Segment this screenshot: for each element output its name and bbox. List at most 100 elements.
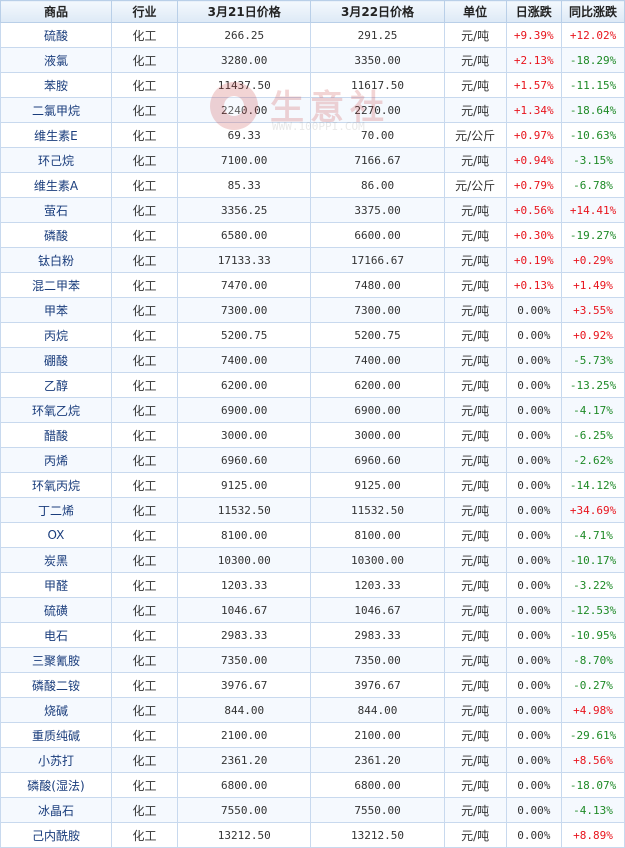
table-row[interactable]: 甲醛 化工 1203.33 1203.33 元/吨 0.00% -3.22% <box>0 572 625 598</box>
commodity-name[interactable]: 二氯甲烷 <box>0 97 112 123</box>
commodity-name[interactable]: 甲苯 <box>0 297 112 323</box>
commodity-name[interactable]: 冰晶石 <box>0 797 112 823</box>
unit-cell: 元/吨 <box>443 72 507 98</box>
commodity-name[interactable]: 磷酸二铵 <box>0 672 112 698</box>
daily-change-cell: 0.00% <box>505 672 563 698</box>
unit-cell: 元/吨 <box>443 597 507 623</box>
industry-cell: 化工 <box>110 697 179 723</box>
commodity-name[interactable]: 环己烷 <box>0 147 112 173</box>
commodity-name[interactable]: 苯胺 <box>0 72 112 98</box>
table-row[interactable]: 丙烷 化工 5200.75 5200.75 元/吨 0.00% +0.92% <box>0 322 625 348</box>
yoy-change-cell: -14.12% <box>561 472 625 498</box>
table-row[interactable]: 炭黑 化工 10300.00 10300.00 元/吨 0.00% -10.17% <box>0 547 625 573</box>
commodity-name[interactable]: 硼酸 <box>0 347 112 373</box>
header-commodity[interactable]: 商品 <box>0 0 112 23</box>
table-row[interactable]: 乙醇 化工 6200.00 6200.00 元/吨 0.00% -13.25% <box>0 372 625 398</box>
price-mar21-cell: 17133.33 <box>177 247 312 273</box>
header-daily-change[interactable]: 日涨跌 <box>505 0 563 23</box>
table-row[interactable]: 电石 化工 2983.33 2983.33 元/吨 0.00% -10.95% <box>0 622 625 648</box>
daily-change-cell: 0.00% <box>505 397 563 423</box>
unit-cell: 元/吨 <box>443 572 507 598</box>
commodity-name[interactable]: 环氧乙烷 <box>0 397 112 423</box>
table-row[interactable]: 醋酸 化工 3000.00 3000.00 元/吨 0.00% -6.25% <box>0 422 625 448</box>
daily-change-cell: +9.39% <box>505 22 563 48</box>
table-row[interactable]: 维生素A 化工 85.33 86.00 元/公斤 +0.79% -6.78% <box>0 172 625 198</box>
table-row[interactable]: 维生素E 化工 69.33 70.00 元/公斤 +0.97% -10.63% <box>0 122 625 148</box>
commodity-name[interactable]: 电石 <box>0 622 112 648</box>
table-row[interactable]: 混二甲苯 化工 7470.00 7480.00 元/吨 +0.13% +1.49% <box>0 272 625 298</box>
table-row[interactable]: 钛白粉 化工 17133.33 17166.67 元/吨 +0.19% +0.29% <box>0 247 625 273</box>
table-row[interactable]: 三聚氰胺 化工 7350.00 7350.00 元/吨 0.00% -8.70% <box>0 647 625 673</box>
industry-cell: 化工 <box>110 622 179 648</box>
commodity-name[interactable]: 甲醛 <box>0 572 112 598</box>
commodity-name[interactable]: 醋酸 <box>0 422 112 448</box>
table-row[interactable]: 小苏打 化工 2361.20 2361.20 元/吨 0.00% +8.56% <box>0 747 625 773</box>
commodity-name[interactable]: 炭黑 <box>0 547 112 573</box>
commodity-name[interactable]: 维生素E <box>0 122 112 148</box>
table-row[interactable]: 硼酸 化工 7400.00 7400.00 元/吨 0.00% -5.73% <box>0 347 625 373</box>
yoy-change-cell: -19.27% <box>561 222 625 248</box>
header-yoy-change[interactable]: 同比涨跌 <box>561 0 625 23</box>
table-row[interactable]: 甲苯 化工 7300.00 7300.00 元/吨 0.00% +3.55% <box>0 297 625 323</box>
commodity-name[interactable]: 烧碱 <box>0 697 112 723</box>
commodity-name[interactable]: 小苏打 <box>0 747 112 773</box>
table-row[interactable]: 冰晶石 化工 7550.00 7550.00 元/吨 0.00% -4.13% <box>0 797 625 823</box>
table-row[interactable]: 苯胺 化工 11437.50 11617.50 元/吨 +1.57% -11.15% <box>0 72 625 98</box>
table-row[interactable]: OX 化工 8100.00 8100.00 元/吨 0.00% -4.71% <box>0 522 625 548</box>
table-row[interactable]: 磷酸二铵 化工 3976.67 3976.67 元/吨 0.00% -0.27% <box>0 672 625 698</box>
yoy-change-cell: +0.29% <box>561 247 625 273</box>
unit-cell: 元/吨 <box>443 22 507 48</box>
commodity-name[interactable]: 磷酸(湿法) <box>0 772 112 798</box>
header-price-mar22[interactable]: 3月22日价格 <box>310 0 445 23</box>
table-row[interactable]: 磷酸 化工 6580.00 6600.00 元/吨 +0.30% -19.27% <box>0 222 625 248</box>
commodity-name[interactable]: 三聚氰胺 <box>0 647 112 673</box>
commodity-name[interactable]: 环氧丙烷 <box>0 472 112 498</box>
commodity-name[interactable]: 混二甲苯 <box>0 272 112 298</box>
commodity-name[interactable]: 丙烯 <box>0 447 112 473</box>
commodity-name[interactable]: 硫磺 <box>0 597 112 623</box>
price-mar21-cell: 6960.60 <box>177 447 312 473</box>
header-unit[interactable]: 单位 <box>443 0 507 23</box>
table-row[interactable]: 磷酸(湿法) 化工 6800.00 6800.00 元/吨 0.00% -18.07% <box>0 772 625 798</box>
table-row[interactable]: 萤石 化工 3356.25 3375.00 元/吨 +0.56% +14.41% <box>0 197 625 223</box>
commodity-name[interactable]: 丙烷 <box>0 322 112 348</box>
table-row[interactable]: 重质纯碱 化工 2100.00 2100.00 元/吨 0.00% -29.61% <box>0 722 625 748</box>
table-row[interactable]: 己内酰胺 化工 13212.50 13212.50 元/吨 0.00% +8.89% <box>0 822 625 848</box>
price-mar22-cell: 2361.20 <box>310 747 445 773</box>
table-row[interactable]: 环氧乙烷 化工 6900.00 6900.00 元/吨 0.00% -4.17% <box>0 397 625 423</box>
daily-change-cell: 0.00% <box>505 597 563 623</box>
table-row[interactable]: 环氧丙烷 化工 9125.00 9125.00 元/吨 0.00% -14.12% <box>0 472 625 498</box>
yoy-change-cell: -4.13% <box>561 797 625 823</box>
table-row[interactable]: 二氯甲烷 化工 2240.00 2270.00 元/吨 +1.34% -18.64% <box>0 97 625 123</box>
commodity-name[interactable]: OX <box>0 522 112 548</box>
commodity-name[interactable]: 磷酸 <box>0 222 112 248</box>
commodity-name[interactable]: 重质纯碱 <box>0 722 112 748</box>
daily-change-cell: 0.00% <box>505 797 563 823</box>
commodity-name[interactable]: 乙醇 <box>0 372 112 398</box>
unit-cell: 元/吨 <box>443 422 507 448</box>
table-row[interactable]: 硫磺 化工 1046.67 1046.67 元/吨 0.00% -12.53% <box>0 597 625 623</box>
commodity-name[interactable]: 维生素A <box>0 172 112 198</box>
commodity-name[interactable]: 液氯 <box>0 47 112 73</box>
commodity-name[interactable]: 丁二烯 <box>0 497 112 523</box>
industry-cell: 化工 <box>110 522 179 548</box>
table-row[interactable]: 烧碱 化工 844.00 844.00 元/吨 0.00% +4.98% <box>0 697 625 723</box>
commodity-name[interactable]: 硫酸 <box>0 22 112 48</box>
table-row[interactable]: 丙烯 化工 6960.60 6960.60 元/吨 0.00% -2.62% <box>0 447 625 473</box>
commodity-name[interactable]: 萤石 <box>0 197 112 223</box>
table-row[interactable]: 丁二烯 化工 11532.50 11532.50 元/吨 0.00% +34.69% <box>0 497 625 523</box>
commodity-name[interactable]: 己内酰胺 <box>0 822 112 848</box>
industry-cell: 化工 <box>110 747 179 773</box>
unit-cell: 元/吨 <box>443 297 507 323</box>
table-row[interactable]: 硫酸 化工 266.25 291.25 元/吨 +9.39% +12.02% <box>0 22 625 48</box>
yoy-change-cell: -8.70% <box>561 647 625 673</box>
header-price-mar21[interactable]: 3月21日价格 <box>177 0 312 23</box>
table-row[interactable]: 液氯 化工 3280.00 3350.00 元/吨 +2.13% -18.29% <box>0 47 625 73</box>
header-industry[interactable]: 行业 <box>110 0 179 23</box>
commodity-name[interactable]: 钛白粉 <box>0 247 112 273</box>
unit-cell: 元/吨 <box>443 272 507 298</box>
price-mar22-cell: 2983.33 <box>310 622 445 648</box>
yoy-change-cell: +3.55% <box>561 297 625 323</box>
price-mar21-cell: 13212.50 <box>177 822 312 848</box>
table-row[interactable]: 环己烷 化工 7100.00 7166.67 元/吨 +0.94% -3.15% <box>0 147 625 173</box>
